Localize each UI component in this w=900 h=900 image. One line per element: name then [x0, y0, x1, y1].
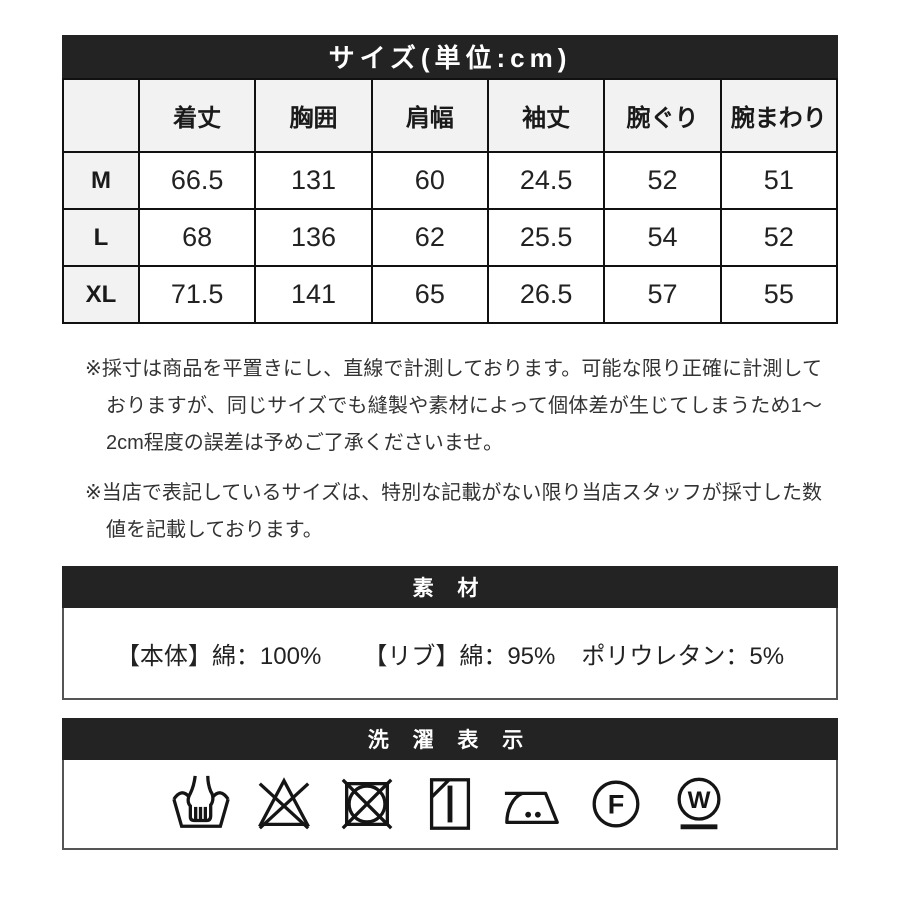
- hand-wash-icon: [172, 775, 230, 828]
- cell-value: 71.5: [137, 265, 257, 324]
- cell-value: 54: [603, 208, 722, 267]
- size-section-title: サイズ(単位:cm): [328, 43, 572, 73]
- laundry-section-title: 洗 濯 表 示: [367, 729, 533, 752]
- laundry-section: 洗 濯 表 示: [62, 718, 838, 850]
- column-header-sleeve: 袖丈: [486, 78, 606, 153]
- row-label-xl: XL: [62, 265, 140, 324]
- material-section: 素 材 【本体】綿：100% 【リブ】綿：95% ポリウレタン：5%: [62, 566, 838, 700]
- laundry-symbols-box: F W: [62, 760, 838, 850]
- content-column: サイズ(単位:cm) 着丈 胸囲 肩幅 袖丈 腕ぐり 腕まわり M: [62, 35, 839, 850]
- material-section-title: 素 材: [412, 577, 488, 600]
- cell-value: 26.5: [486, 265, 606, 324]
- do-not-tumble-dry-icon: [341, 778, 393, 830]
- material-polyurethane: ポリウレタン：5%: [581, 642, 785, 670]
- column-header-body-length: 着丈: [137, 78, 257, 153]
- cell-value: 55: [719, 265, 839, 324]
- cell-value: 68: [137, 208, 257, 267]
- wet-clean-gentle-icon: W: [677, 777, 721, 830]
- cell-value: 24.5: [486, 151, 606, 210]
- cell-value: 52: [603, 151, 722, 210]
- iron-medium-icon: [504, 791, 559, 825]
- cell-value: 60: [370, 151, 489, 210]
- cell-value: 52: [719, 208, 839, 267]
- cell-value: 141: [254, 265, 373, 324]
- cell-value: 51: [719, 151, 839, 210]
- column-header-shoulder: 肩幅: [370, 78, 489, 153]
- laundry-section-header: 洗 濯 表 示: [62, 718, 838, 760]
- do-not-bleach-icon: [258, 777, 310, 830]
- dry-clean-petroleum-icon: F: [592, 780, 640, 828]
- cell-value: 57: [603, 265, 722, 324]
- column-header-chest: 胸囲: [254, 78, 373, 153]
- svg-text:F: F: [608, 789, 625, 820]
- material-composition-box: 【本体】綿：100% 【リブ】綿：95% ポリウレタン：5%: [62, 608, 838, 700]
- svg-text:W: W: [688, 787, 711, 814]
- notes-block: ※採寸は商品を平置きにし、直線で計測しております。可能な限り正確に計測しておりま…: [62, 351, 838, 549]
- table-row-l: L 68 136 62 25.5 54 52: [62, 208, 839, 267]
- staff-measurement-note: ※当店で表記しているサイズは、特別な記載がない限り当店スタッフが採寸した数値を記…: [85, 482, 822, 541]
- table-row-xl: XL 71.5 141 65 26.5 57 55: [62, 265, 839, 324]
- cell-value: 136: [254, 208, 373, 267]
- size-table-header-row: 着丈 胸囲 肩幅 袖丈 腕ぐり 腕まわり: [62, 78, 839, 153]
- row-label-m: M: [62, 151, 140, 210]
- measurement-disclaimer-note: ※採寸は商品を平置きにし、直線で計測しております。可能な限り正確に計測しておりま…: [85, 358, 822, 454]
- line-dry-in-shade-icon: [429, 778, 471, 830]
- table-row-m: M 66.5 131 60 24.5 52 51: [62, 151, 839, 210]
- column-header-armhole: 腕ぐり: [603, 78, 722, 153]
- size-table-corner-cell: [62, 78, 140, 153]
- row-label-l: L: [62, 208, 140, 267]
- size-section-header: サイズ(単位:cm): [62, 35, 838, 78]
- cell-value: 62: [370, 208, 489, 267]
- cell-value: 131: [254, 151, 373, 210]
- cell-value: 66.5: [137, 151, 257, 210]
- material-section-header: 素 材: [62, 566, 838, 608]
- material-body-fabric: 【本体】綿：100%: [115, 642, 322, 670]
- cell-value: 65: [370, 265, 489, 324]
- cell-value: 25.5: [486, 208, 606, 267]
- material-rib-fabric: 【リブ】綿：95%: [363, 642, 556, 670]
- column-header-arm-width: 腕まわり: [719, 78, 839, 153]
- size-table: 着丈 胸囲 肩幅 袖丈 腕ぐり 腕まわり M 66.5 131 60 24.5 …: [62, 78, 839, 324]
